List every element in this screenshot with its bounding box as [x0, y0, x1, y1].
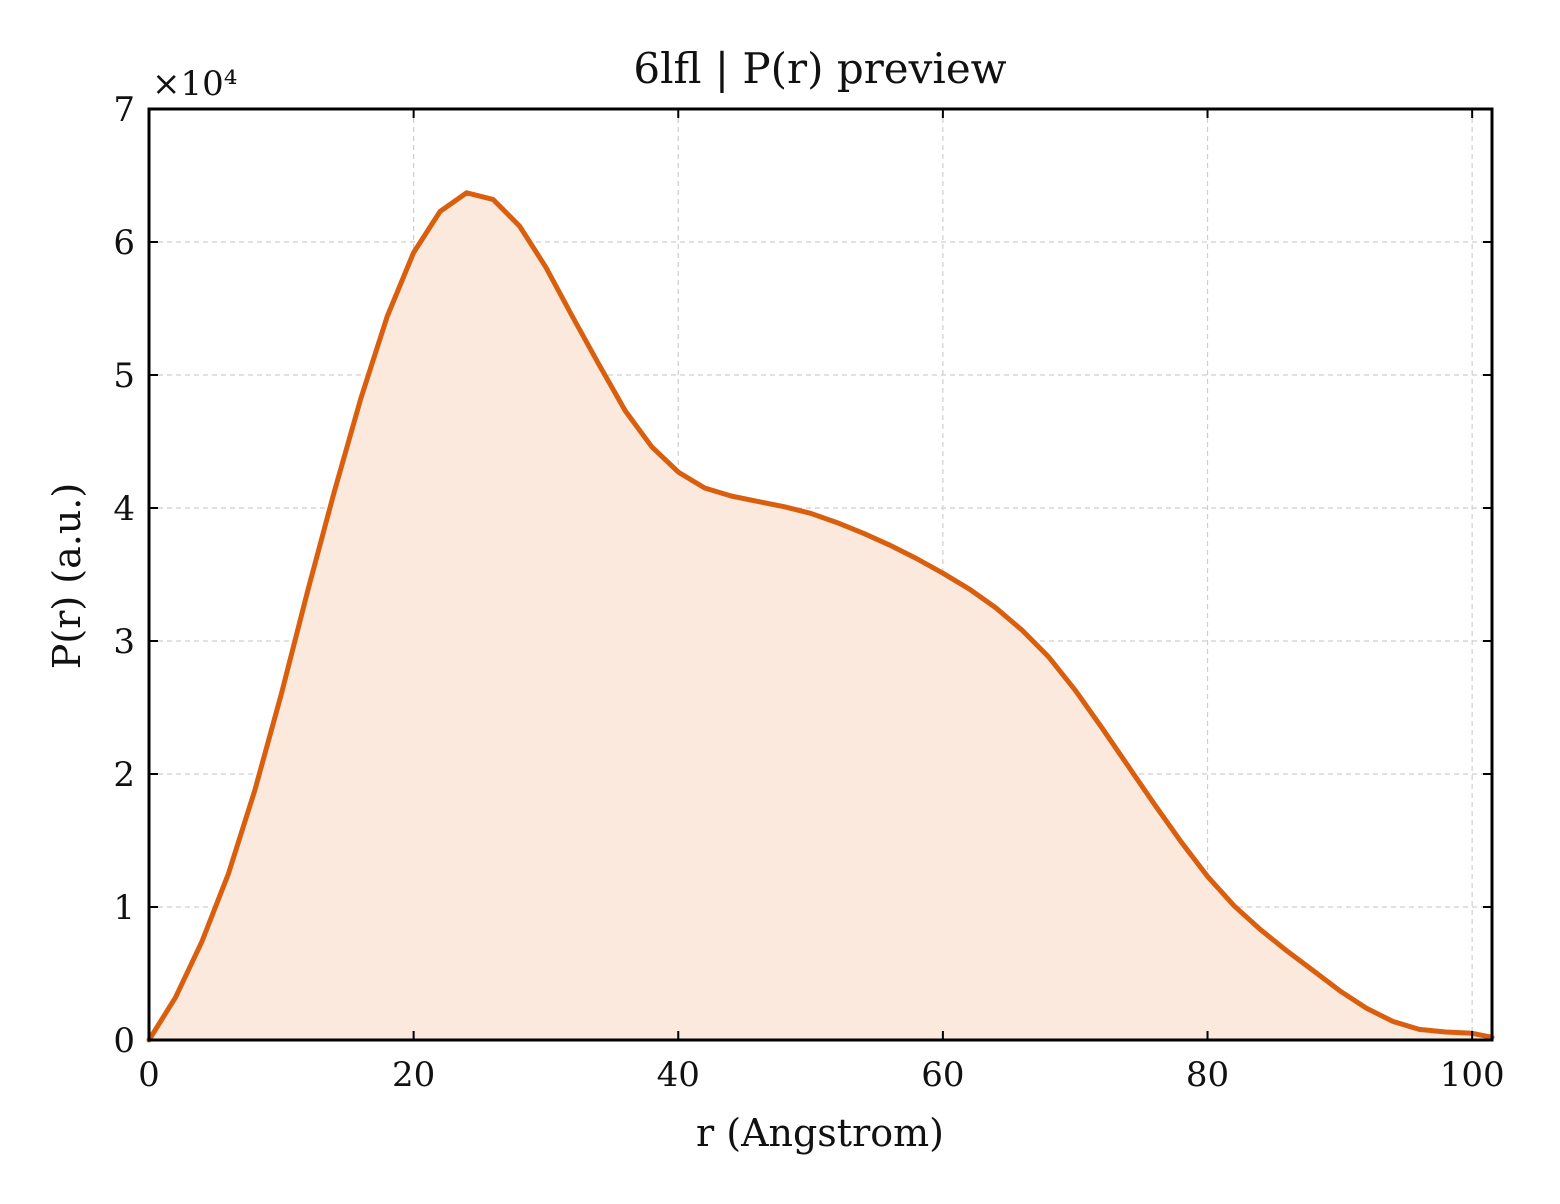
y-tick-label: 5: [113, 356, 135, 396]
x-tick-label: 40: [657, 1055, 700, 1095]
x-tick-label: 100: [1440, 1055, 1505, 1095]
area-layer: [146, 190, 1495, 1043]
y-axis-multiplier: ×10⁴: [152, 64, 237, 104]
x-tick-label: 20: [392, 1055, 435, 1095]
y-tick-label: 7: [113, 90, 135, 130]
pr-curve-line: [146, 190, 1495, 1043]
ticks: 0 20 40 60 80 100 0 1 2 3 4 5 6 7: [113, 90, 1504, 1095]
chart-title: 6lfl | P(r) preview: [633, 44, 1006, 93]
y-axis-label: P(r) (a.u.): [45, 483, 89, 669]
x-axis-label: r (Angstrom): [696, 1111, 944, 1155]
y-tick-label: 3: [113, 622, 135, 662]
x-tick-label: 0: [138, 1055, 160, 1095]
y-tick-label: 2: [113, 755, 135, 795]
x-tick-label: 80: [1186, 1055, 1229, 1095]
plot-border: [147, 107, 1494, 1042]
y-tick-label: 4: [113, 489, 135, 529]
plot-frame: [147, 107, 1494, 1042]
y-tick-label: 0: [113, 1021, 135, 1061]
y-tick-label: 1: [113, 888, 135, 928]
y-tick-label: 6: [113, 223, 135, 263]
pr-area-fill: [149, 192, 1492, 1041]
x-tick-label: 60: [921, 1055, 964, 1095]
